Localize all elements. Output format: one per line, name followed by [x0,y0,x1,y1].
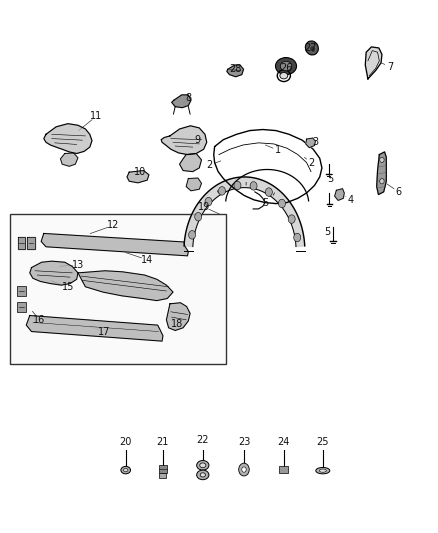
Circle shape [279,199,286,208]
Text: 5: 5 [325,227,331,237]
Circle shape [265,188,272,196]
Polygon shape [26,316,163,341]
Text: 12: 12 [107,221,119,230]
Text: 18: 18 [171,319,184,328]
Polygon shape [41,233,188,256]
Text: 22: 22 [197,435,209,445]
Polygon shape [186,178,201,191]
Text: 28: 28 [230,64,242,74]
Polygon shape [166,303,190,330]
Ellipse shape [121,466,131,474]
Circle shape [288,215,295,223]
Circle shape [380,157,384,163]
Ellipse shape [280,72,288,79]
Ellipse shape [276,58,297,75]
Ellipse shape [200,463,206,468]
Text: 8: 8 [185,93,191,102]
Ellipse shape [200,473,205,477]
Text: 5: 5 [262,198,268,207]
Polygon shape [27,237,35,249]
Text: 16: 16 [33,315,46,325]
Circle shape [219,187,226,195]
Bar [17,286,26,296]
Text: 24: 24 [278,438,290,447]
Ellipse shape [197,470,209,480]
Bar [17,302,26,312]
Circle shape [189,231,196,239]
Ellipse shape [305,41,318,55]
Text: 2: 2 [308,158,314,167]
Bar [159,473,166,478]
Text: 6: 6 [396,187,402,197]
Circle shape [195,213,202,221]
Bar [10,214,226,364]
Text: 10: 10 [134,167,146,176]
Polygon shape [377,152,386,195]
Polygon shape [78,271,173,301]
Polygon shape [127,171,149,183]
Polygon shape [60,153,78,166]
Text: 7: 7 [387,62,393,71]
Circle shape [239,463,249,476]
Text: 19: 19 [198,202,210,212]
Text: 25: 25 [317,438,329,447]
Text: 2: 2 [206,160,212,170]
Polygon shape [30,261,78,285]
Text: 5: 5 [328,174,334,183]
Text: 26: 26 [280,63,292,72]
Text: 14: 14 [141,255,153,264]
Ellipse shape [124,469,128,472]
Circle shape [294,233,301,242]
Polygon shape [44,124,92,154]
Polygon shape [184,177,305,247]
Polygon shape [227,65,244,77]
Text: 20: 20 [120,438,132,447]
Ellipse shape [316,467,330,474]
Polygon shape [335,189,344,200]
Bar [159,465,167,473]
Text: 9: 9 [194,135,200,145]
Bar [279,466,288,473]
Circle shape [234,181,241,190]
Text: 11: 11 [90,111,102,121]
Text: 3: 3 [312,138,318,147]
Text: 1: 1 [275,146,281,155]
Circle shape [250,182,257,190]
Text: 21: 21 [157,438,169,447]
Circle shape [242,467,246,472]
Ellipse shape [310,46,316,52]
Polygon shape [161,126,207,155]
Text: 15: 15 [62,282,74,292]
Polygon shape [306,138,315,148]
Ellipse shape [197,461,209,470]
Circle shape [205,197,212,206]
Circle shape [380,179,384,184]
Text: 13: 13 [72,260,84,270]
Text: 17: 17 [98,327,110,336]
Ellipse shape [319,469,326,472]
Text: 23: 23 [238,438,250,447]
Text: 27: 27 [305,43,317,53]
Polygon shape [365,47,382,79]
Text: 4: 4 [347,195,353,205]
Polygon shape [180,154,201,172]
Ellipse shape [280,61,292,71]
Polygon shape [172,95,191,108]
Polygon shape [18,237,25,249]
